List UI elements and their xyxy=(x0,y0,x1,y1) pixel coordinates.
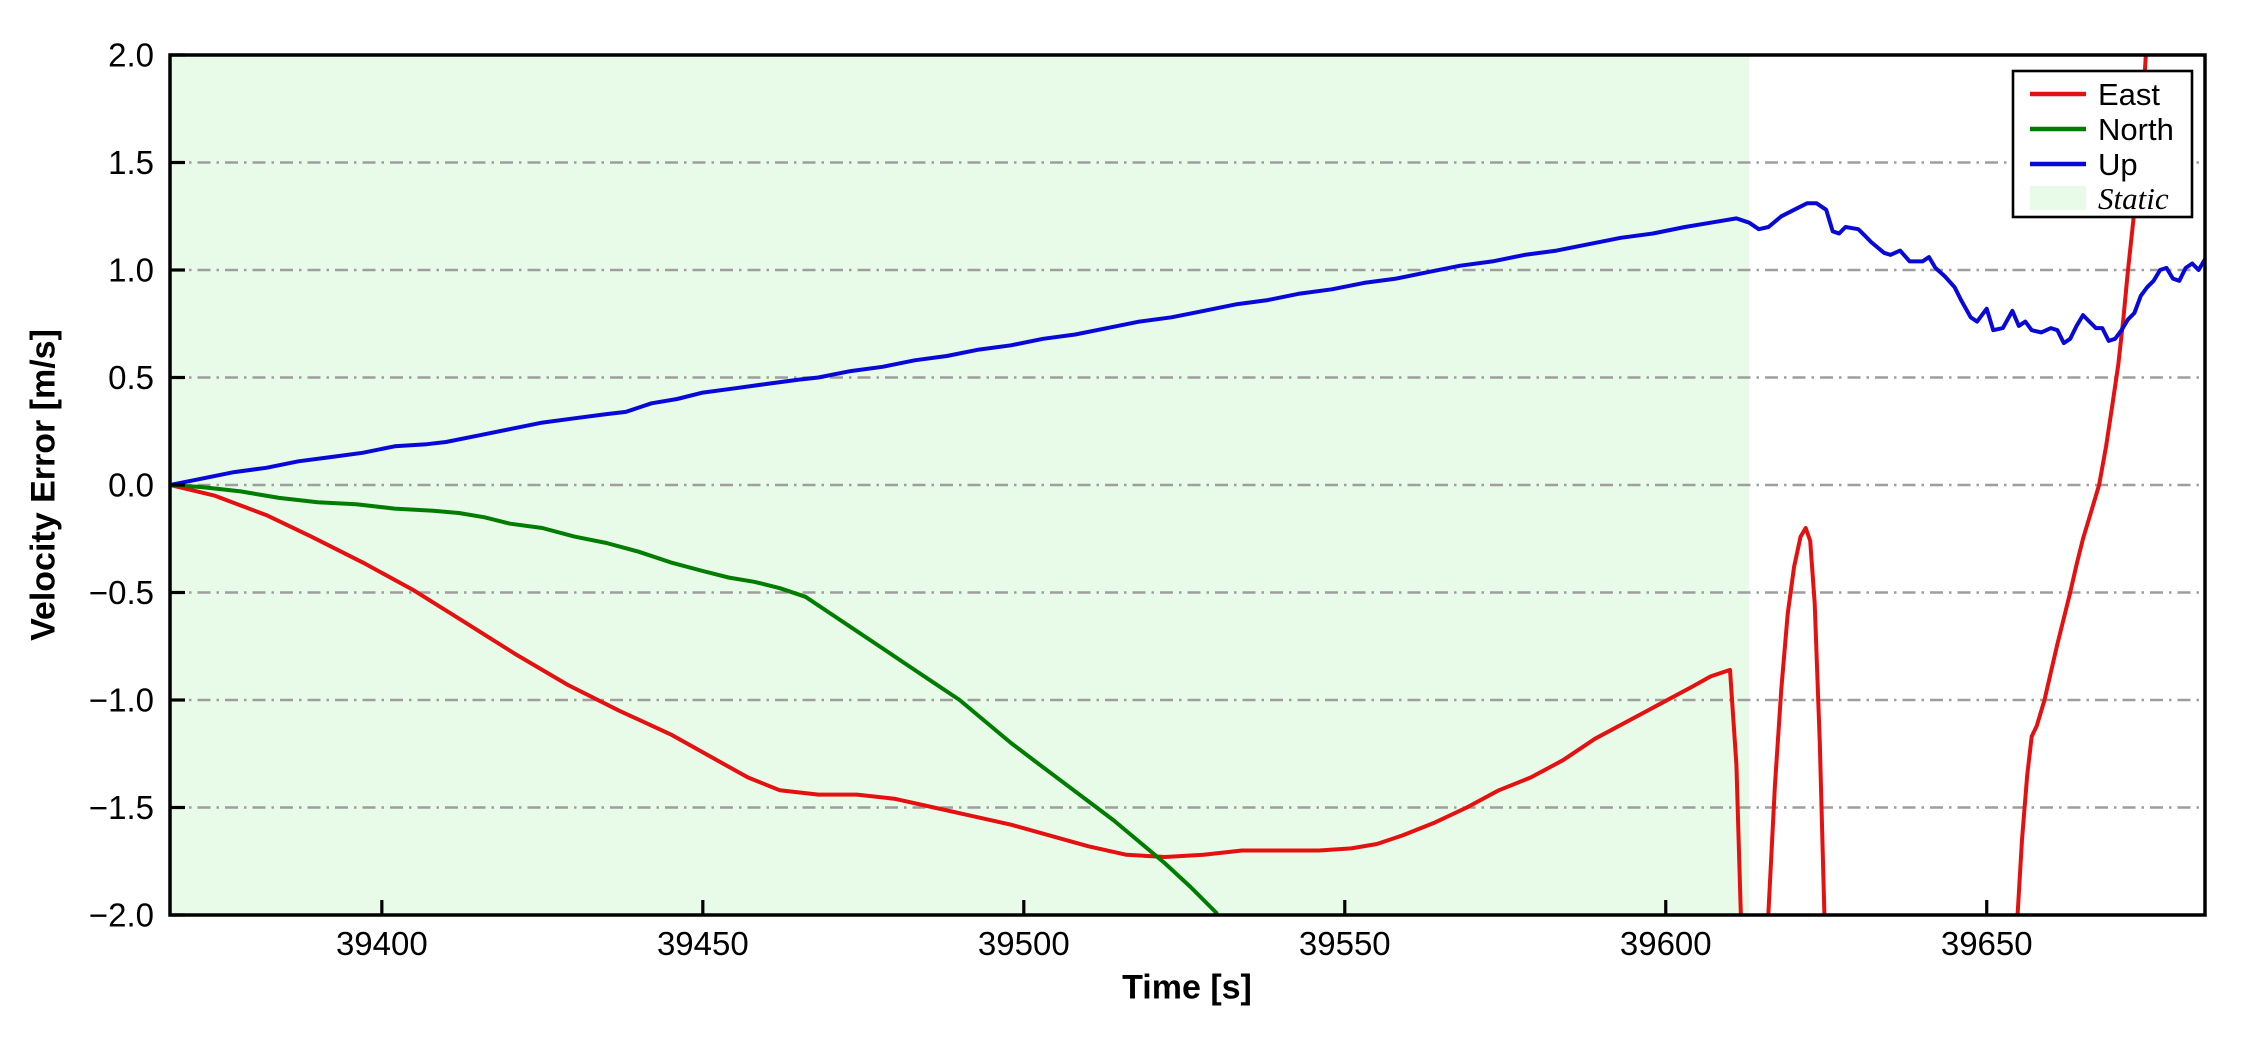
y-tick-label-1.0: 1.0 xyxy=(108,252,154,289)
y-tick-label-−1.5: −1.5 xyxy=(89,789,154,826)
x-axis-label: Time [s] xyxy=(1122,968,1252,1007)
x-tick-label-39450: 39450 xyxy=(657,925,749,962)
x-tick-label-39600: 39600 xyxy=(1620,925,1712,962)
x-tick-label-39400: 39400 xyxy=(336,925,428,962)
y-tick-label-2.0: 2.0 xyxy=(108,37,154,74)
x-tick-label-39550: 39550 xyxy=(1299,925,1391,962)
series-east-line-0 xyxy=(170,483,1743,915)
legend-label-north: North xyxy=(2098,112,2174,147)
series-north-line-0 xyxy=(170,483,1220,915)
y-tick-label-0.5: 0.5 xyxy=(108,359,154,396)
series-east-line-1 xyxy=(1766,526,1827,915)
series-east-line-2 xyxy=(2015,55,2148,915)
y-tick-label-−0.5: −0.5 xyxy=(89,574,154,611)
x-tick-label-39650: 39650 xyxy=(1941,925,2033,962)
y-axis-label: Velocity Error [m/s] xyxy=(24,329,63,641)
plot-border xyxy=(168,53,2207,917)
x-tick-label-39500: 39500 xyxy=(978,925,1070,962)
y-tick-label-1.5: 1.5 xyxy=(108,144,154,181)
legend-swatch-static xyxy=(2030,186,2086,210)
legend-label-static: Static xyxy=(2098,181,2169,216)
y-tick-label-−1.0: −1.0 xyxy=(89,682,154,719)
legend-label-east: East xyxy=(2098,77,2160,112)
y-tick-label-−2.0: −2.0 xyxy=(89,897,154,934)
series-up-line-0 xyxy=(170,201,2205,487)
legend-label-up: Up xyxy=(2098,147,2138,182)
y-tick-label-0.0: 0.0 xyxy=(108,467,154,504)
